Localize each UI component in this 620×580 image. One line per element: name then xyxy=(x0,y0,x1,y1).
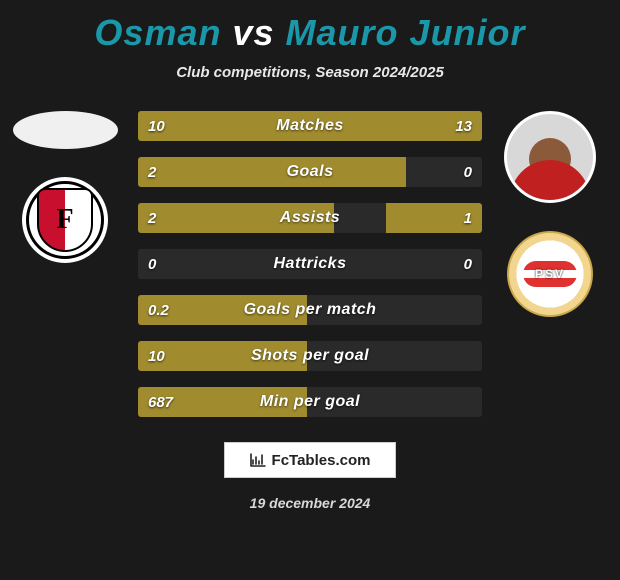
stat-row: 1013Matches xyxy=(138,111,482,141)
stat-label: Matches xyxy=(138,111,482,141)
stat-label: Goals xyxy=(138,157,482,187)
stat-label: Hattricks xyxy=(138,249,482,279)
site-logo[interactable]: FcTables.com xyxy=(224,442,396,478)
stat-row: 21Assists xyxy=(138,203,482,233)
player2-club-badge: PSV xyxy=(507,231,593,317)
stat-bars-container: 1013Matches 20Goals 21Assists 00Hattricks 0.… xyxy=(138,111,482,433)
player1-avatar-placeholder xyxy=(13,111,118,149)
stat-label: Shots per goal xyxy=(138,341,482,371)
avatar-body xyxy=(510,160,590,203)
stat-label: Assists xyxy=(138,203,482,233)
comparison-title: Osman vs Mauro Junior xyxy=(0,0,620,54)
player2-avatar xyxy=(504,111,596,203)
feyenoord-initial: F xyxy=(56,204,73,236)
chart-icon xyxy=(250,453,266,467)
title-player1: Osman xyxy=(94,12,221,53)
stat-row: 00Hattricks xyxy=(138,249,482,279)
subtitle: Club competitions, Season 2024/2025 xyxy=(0,64,620,81)
stat-label: Min per goal xyxy=(138,387,482,417)
stat-label: Goals per match xyxy=(138,295,482,325)
title-vs: vs xyxy=(232,12,274,53)
psv-label: PSV xyxy=(535,267,565,281)
left-player-column: F xyxy=(10,111,120,263)
feyenoord-shield: F xyxy=(37,188,93,252)
psv-stripe: PSV xyxy=(523,261,577,287)
title-player2: Mauro Junior xyxy=(286,12,526,53)
right-player-column: PSV xyxy=(500,111,600,317)
site-name: FcTables.com xyxy=(272,452,371,469)
stat-row: 10Shots per goal xyxy=(138,341,482,371)
player1-club-badge: F xyxy=(22,177,108,263)
footer-date: 19 december 2024 xyxy=(250,495,371,511)
stat-row: 0.2Goals per match xyxy=(138,295,482,325)
stat-row: 687Min per goal xyxy=(138,387,482,417)
stat-row: 20Goals xyxy=(138,157,482,187)
